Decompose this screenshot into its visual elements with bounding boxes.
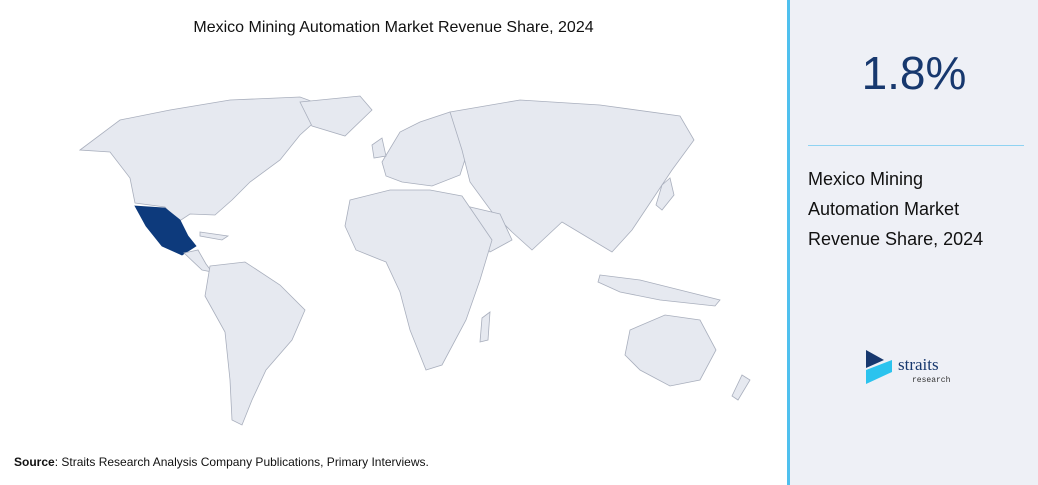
madagascar [479, 311, 491, 343]
caribbean [199, 231, 230, 241]
logo-sub: research [912, 376, 951, 385]
logo-name: straits [898, 355, 939, 374]
stat-value: 1.8% [861, 47, 967, 99]
stat-label-line: Revenue Share, 2024 [808, 229, 984, 249]
divider [808, 145, 1024, 146]
world-map [78, 95, 751, 426]
logo: straits research [866, 350, 951, 385]
europe [381, 111, 469, 187]
africa [344, 189, 493, 371]
source-label: Source [14, 455, 55, 469]
stat-label-line: Mexico Mining [808, 169, 924, 189]
stat-label: Mexico Mining Automation Market Revenue … [808, 164, 983, 254]
asia [449, 99, 695, 253]
mexico [134, 205, 197, 256]
uk [371, 137, 387, 159]
south-america [204, 261, 306, 426]
title: Mexico Mining Automation Market Revenue … [193, 19, 594, 36]
greenland [299, 95, 373, 137]
australia [624, 314, 717, 387]
source-text: : Straits Research Analysis Company Publ… [54, 455, 429, 469]
stat-label-line: Automation Market [808, 199, 960, 219]
indonesia [597, 274, 721, 307]
central-america [183, 249, 213, 273]
north-america [78, 96, 331, 223]
japan [655, 177, 675, 211]
stat-panel: 1.8% Mexico Mining Automation Market Rev… [787, 0, 1038, 485]
source: Source: Straits Research Analysis Compan… [14, 455, 429, 469]
new-zealand [731, 374, 751, 401]
